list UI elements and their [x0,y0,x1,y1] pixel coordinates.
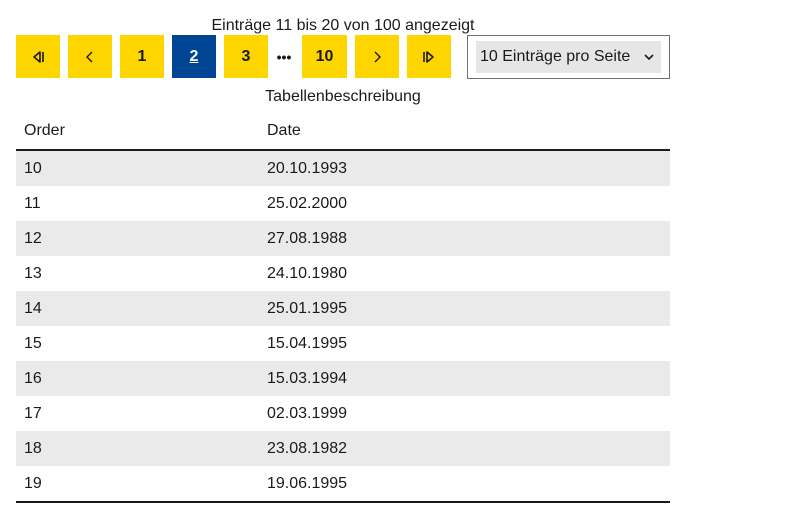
data-table: Order Date 10 20.10.1993 11 25.02.2000 1… [16,114,670,503]
date-cell: 27.08.1988 [267,230,348,247]
date-cell: 24.10.1980 [267,265,348,282]
table-row: 13 24.10.1980 [16,256,670,291]
chevron-right-icon [374,51,381,62]
date-cell: 23.08.1982 [267,440,348,457]
table-row: 12 27.08.1988 [16,221,670,256]
date-cell: 25.01.1995 [267,300,348,317]
table-row: 16 15.03.1994 [16,361,670,396]
order-cell: 13 [24,265,42,282]
last-page-icon [423,50,434,63]
page-size-selected-label: 10 Einträge pro Seite [480,48,631,65]
chevron-down-icon [644,54,654,61]
table-bottom-border [16,501,670,503]
pagination-summary: Einträge 11 bis 20 von 100 angezeigt [211,17,475,34]
previous-page-button[interactable] [68,35,112,78]
next-page-button[interactable] [355,35,399,78]
order-cell: 12 [24,230,42,247]
column-header-date: Date [267,122,301,139]
table-row: 15 15.04.1995 [16,326,670,361]
table-row: 11 25.02.2000 [16,186,670,221]
date-cell: 25.02.2000 [267,195,348,212]
date-cell: 20.10.1993 [267,160,348,177]
column-header-order: Order [24,122,65,139]
page-1-button[interactable]: 1 [120,35,164,78]
table-header: Order Date [16,114,670,151]
date-cell: 02.03.1999 [267,405,348,422]
order-cell: 17 [24,405,42,422]
table-row: 17 02.03.1999 [16,396,670,431]
page-size-select-value[interactable]: 10 Einträge pro Seite [476,41,661,73]
first-page-button[interactable] [16,35,60,78]
page-10-button[interactable]: 10 [302,35,347,78]
table-row: 10 20.10.1993 [16,151,670,186]
order-cell: 15 [24,335,42,352]
table-caption: Tabellenbeschreibung [265,88,421,105]
table-row: 19 19.06.1995 [16,466,670,501]
order-cell: 16 [24,370,42,387]
date-cell: 15.03.1994 [267,370,348,387]
date-cell: 19.06.1995 [267,475,348,492]
date-cell: 15.04.1995 [267,335,348,352]
table-row: 18 23.08.1982 [16,431,670,466]
page-2-button[interactable]: 2 [172,35,216,78]
order-cell: 18 [24,440,42,457]
page-3-button[interactable]: 3 [224,35,268,78]
order-cell: 10 [24,160,42,177]
page-size-select[interactable]: 10 Einträge pro Seite [467,35,670,79]
chevron-left-icon [86,51,93,62]
order-cell: 19 [24,475,42,492]
order-cell: 14 [24,300,42,317]
order-cell: 11 [24,195,41,212]
first-page-icon [33,50,44,63]
table-row: 14 25.01.1995 [16,291,670,326]
pagination-ellipsis: ••• [276,48,292,65]
last-page-button[interactable] [407,35,451,78]
